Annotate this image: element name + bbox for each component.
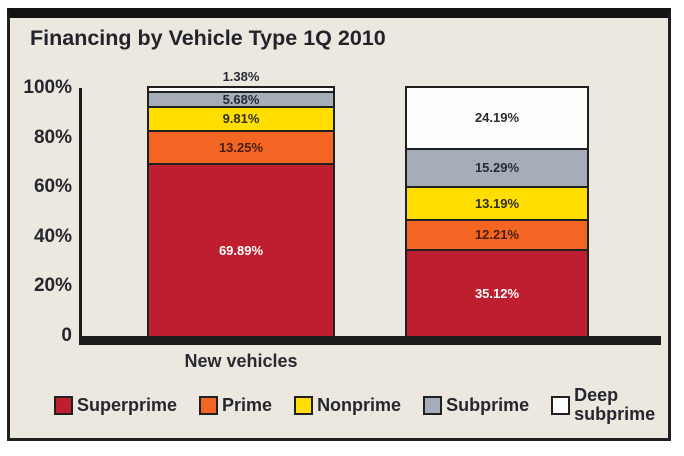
legend-swatch-deep-subprime bbox=[551, 395, 571, 415]
legend-label: Superprime bbox=[77, 394, 178, 415]
legend-swatch-superprime bbox=[54, 395, 73, 415]
segment-value-label: 24.19% bbox=[474, 110, 520, 126]
bar-segment-deep-subprime: 24.19% bbox=[407, 88, 587, 148]
x-axis-line bbox=[79, 336, 661, 345]
segment-value-label: 12.21% bbox=[474, 227, 520, 243]
y-axis-tick: 0 bbox=[61, 325, 72, 346]
y-axis-tick: 100% bbox=[23, 77, 72, 98]
legend-item-deep-subprime: Deep subprime bbox=[551, 386, 662, 423]
y-axis-tick: 60% bbox=[33, 176, 72, 198]
segment-value-label: 69.89% bbox=[218, 242, 264, 258]
legend-label: Nonprime bbox=[317, 394, 402, 415]
legend-item-prime: Prime bbox=[199, 395, 272, 416]
y-axis-tick: 80% bbox=[33, 126, 72, 148]
bar-segment-subprime: 5.68% bbox=[149, 91, 333, 107]
segment-value-label: 1.38% bbox=[222, 69, 260, 84]
y-axis-tick: 20% bbox=[33, 275, 72, 297]
legend-swatch-nonprime bbox=[294, 395, 314, 415]
legend-item-subprime: Subprime bbox=[423, 395, 529, 416]
legend-label: Subprime bbox=[446, 394, 530, 415]
segment-value-label: 13.25% bbox=[218, 139, 264, 155]
bar-segment-deep-subprime bbox=[149, 88, 333, 92]
legend-item-nonprime: Nonprime bbox=[294, 395, 401, 416]
legend-swatch-subprime bbox=[423, 395, 443, 415]
bar-segment-nonprime: 9.81% bbox=[149, 105, 333, 130]
segment-value-label: 13.19% bbox=[474, 195, 520, 211]
segment-value-label: 35.12% bbox=[474, 285, 520, 301]
bar-segment-subprime: 15.29% bbox=[407, 147, 587, 186]
chart-panel: Financing by Vehicle Type 1Q 2010 100% 80… bbox=[7, 8, 671, 441]
chart-title: Financing by Vehicle Type 1Q 2010 bbox=[30, 26, 386, 50]
stacked-bar-bar-2: 24.19% 15.29% 13.19% 12.21% 35.12% bbox=[405, 86, 589, 336]
segment-value-label: 9.81% bbox=[222, 111, 260, 127]
bar-segment-superprime: 69.89% bbox=[149, 162, 333, 336]
bar-segment-nonprime: 13.19% bbox=[407, 185, 587, 219]
y-axis-line bbox=[79, 88, 82, 336]
y-axis-tick-labels: 100% 80% 60% 40% 20% 0 bbox=[16, 18, 72, 358]
legend-item-superprime: Superprime bbox=[54, 395, 177, 416]
y-axis-tick: 40% bbox=[33, 225, 72, 247]
bar-segment-prime: 13.25% bbox=[149, 129, 333, 163]
legend-swatch-prime bbox=[199, 395, 219, 415]
category-label-new-vehicles: New vehicles bbox=[184, 351, 298, 371]
legend-label: Deep subprime bbox=[574, 385, 656, 424]
segment-value-label: 5.68% bbox=[222, 91, 260, 107]
legend-label: Prime bbox=[222, 394, 273, 415]
stacked-bar-new-vehicles: 1.38% 5.68% 9.81% 13.25% 69.89% bbox=[147, 69, 335, 336]
bar-segment-superprime: 35.12% bbox=[407, 248, 587, 336]
segment-value-label: 15.29% bbox=[474, 160, 520, 176]
legend: Superprime Prime Nonprime Subprime Deep subp… bbox=[54, 382, 662, 428]
bar-segment-prime: 12.21% bbox=[407, 218, 587, 249]
